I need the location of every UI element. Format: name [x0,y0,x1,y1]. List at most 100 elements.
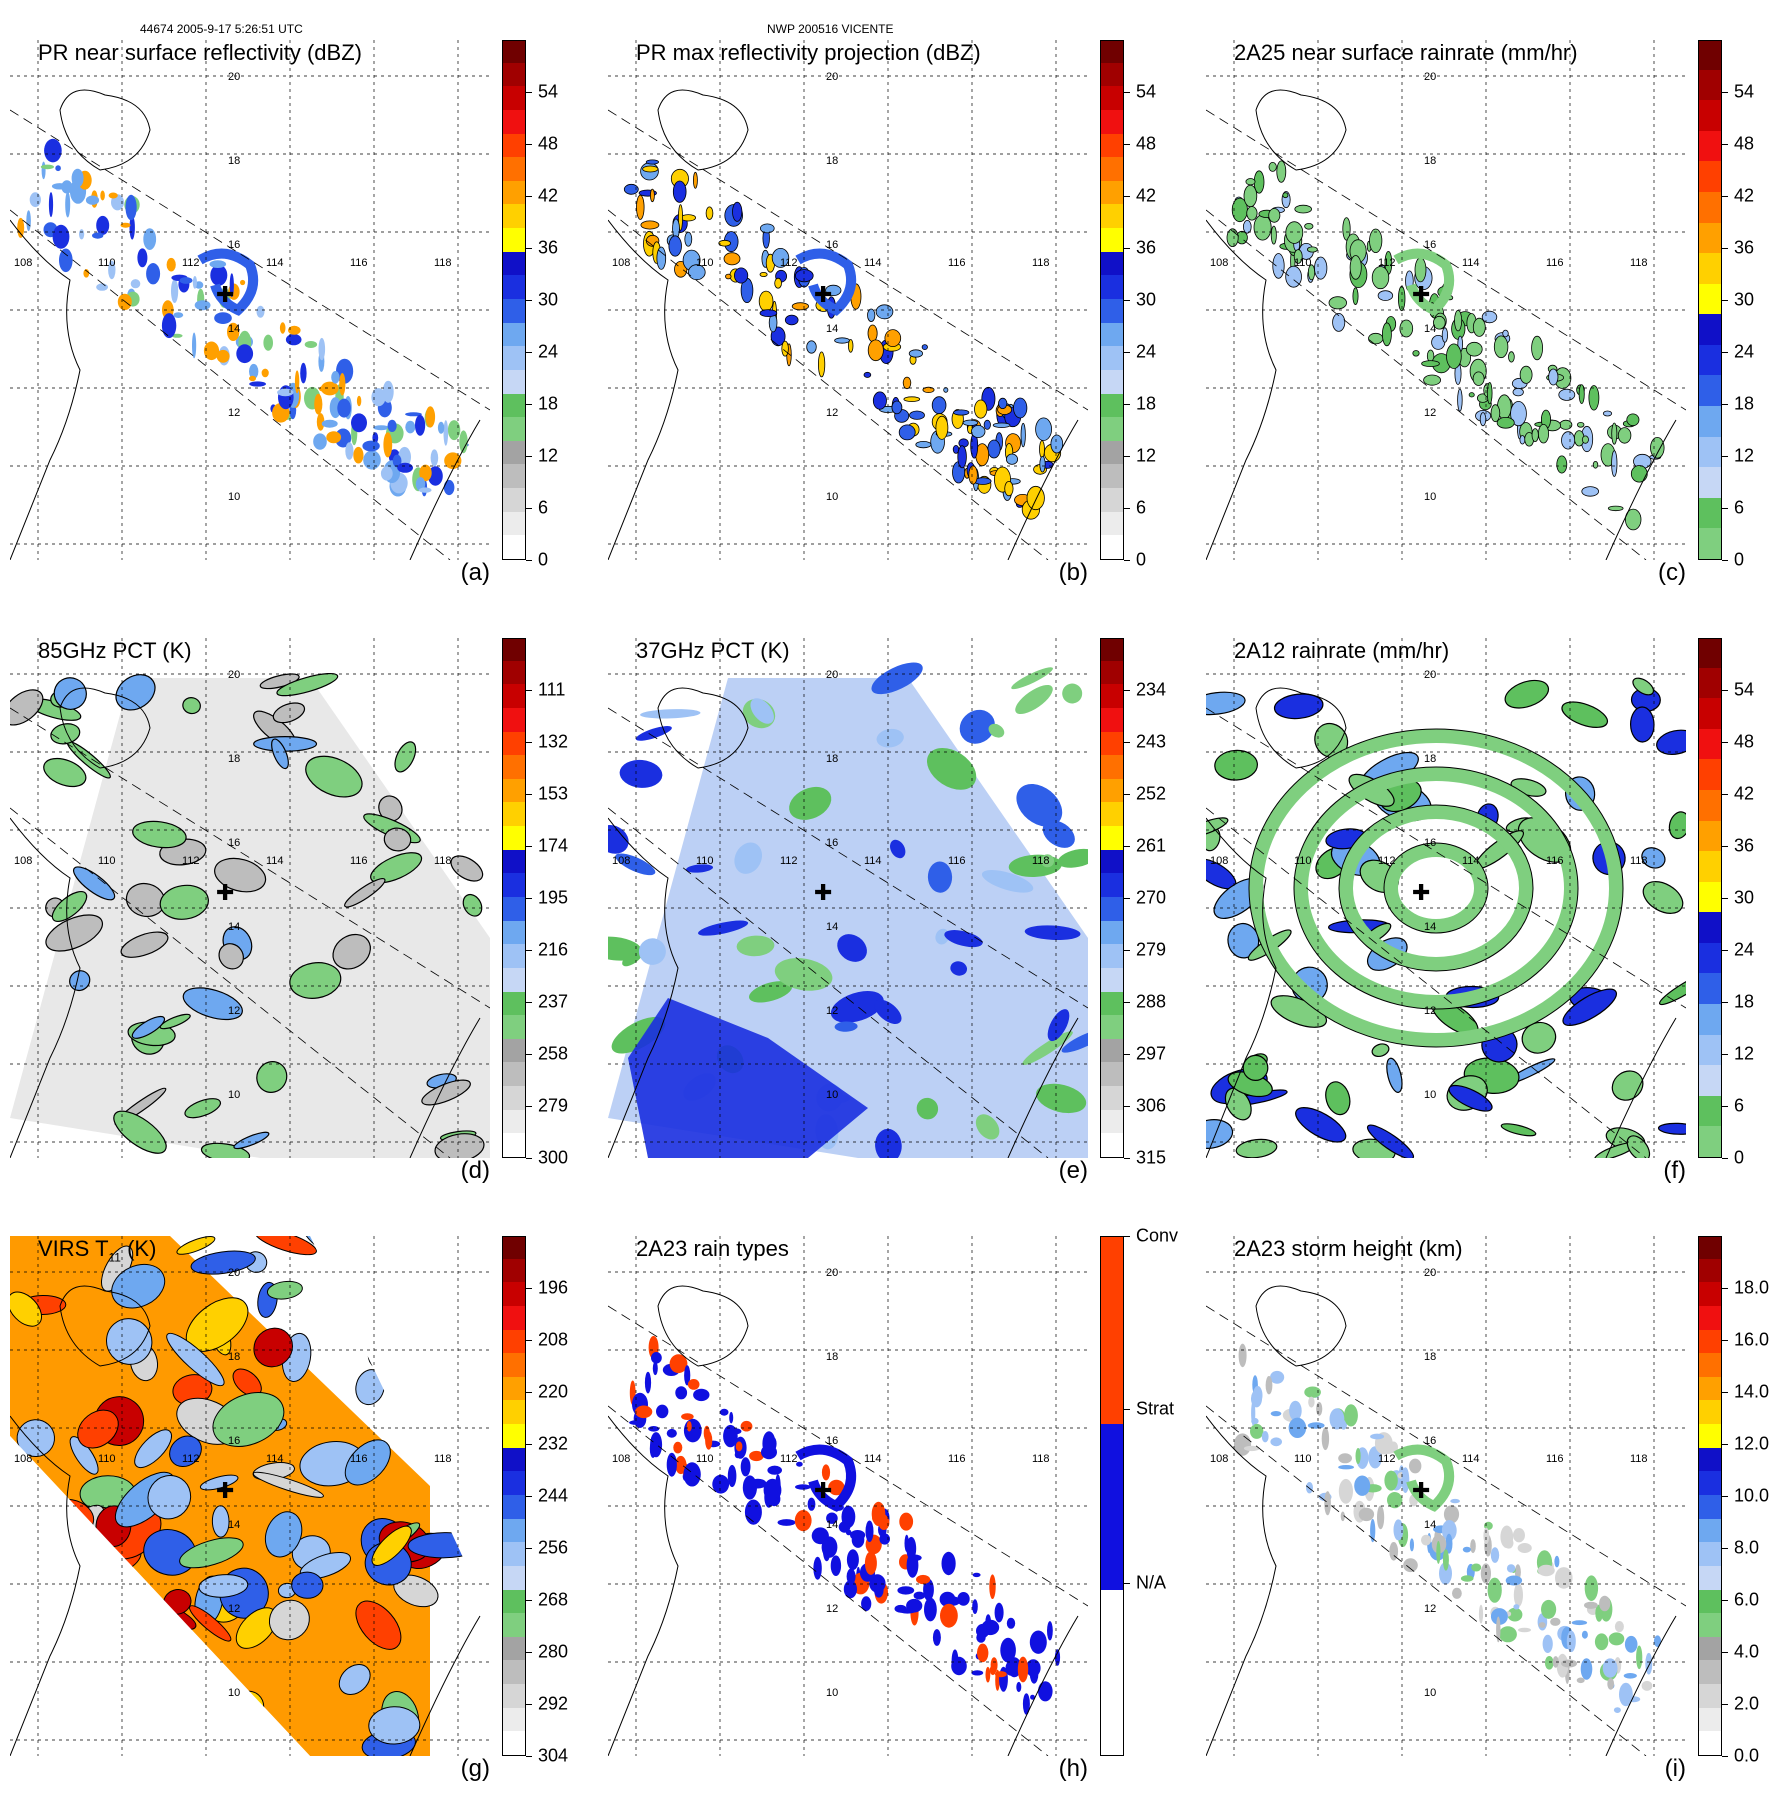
echo-cell [1414,257,1427,283]
echo-cell [430,449,439,467]
panel-title: PR near surface reflectivity (dBZ) [38,40,362,65]
colorbar-tick-mark [1722,560,1728,561]
colorbar-tick-mark [1722,1288,1728,1289]
panel-label: (a) [460,559,490,586]
colorbar-tick-label: 54 [1734,81,1755,102]
cloud-cell [199,1474,239,1491]
rain-cell [132,820,187,849]
echo-cell [998,397,1008,409]
colorbar-segment [503,1494,525,1519]
lat-label: 14 [1424,1519,1436,1531]
echo-cell [425,406,436,428]
rain-cell [233,1131,270,1150]
echo-cell [898,424,916,441]
echo-cell [300,362,307,384]
map-c: ✚ 108 110 112 114 116 118 20 18 16 14 12 10 [1206,40,1686,560]
echo-cell [108,192,118,199]
coastline [608,687,1079,1158]
echo-cell [727,1464,737,1488]
cloud-cell [371,1525,412,1566]
rain-cell [830,991,884,1023]
colorbar-tick-label: 24 [1734,939,1755,960]
storm-center-marker: ✚ [814,283,832,308]
echo-cell [1000,1637,1016,1663]
colorbar-tick-label: 48 [1734,133,1755,154]
lat-label: 20 [228,669,240,681]
echo-cell [288,325,301,335]
colorbar-segment [503,416,525,441]
rain-cell [113,1110,167,1154]
cloud-cell [69,1436,99,1475]
colorbar-segment [1699,1064,1721,1096]
colorbar-segment [503,849,525,874]
echo-cell [1493,335,1509,359]
colorbar-tick-label: 243 [1136,731,1167,752]
rain-cell [344,878,386,908]
echo-cell [1653,1635,1662,1647]
colorbar-tick-mark [526,196,532,197]
echo-cell [1450,1498,1460,1504]
echo-cell [1571,1620,1588,1626]
echo-cell [1531,335,1544,361]
echo-cell [1490,404,1501,423]
colorbar-tick-mark [526,404,532,405]
rain-cell [434,1133,485,1158]
echo-cell [962,419,979,426]
echo-cell [1544,1656,1554,1670]
rain-cell [159,1013,191,1030]
lat-label: 16 [1424,1435,1436,1447]
echo-cell [279,322,286,334]
echo-cell [732,201,743,222]
colorbar-tick-mark [526,300,532,301]
lat-label: 18 [1424,753,1436,765]
echo-cell [1630,465,1648,483]
echo-cell [987,439,1001,459]
echo-cell [397,462,413,473]
rain-cell [1040,854,1055,868]
colorbar-tick-label: 288 [1136,991,1167,1012]
echo-cell [1371,266,1390,290]
echo-cell [321,419,338,428]
echo-cell [313,433,327,450]
rain-cell [1062,683,1083,704]
echo-cell [879,1533,890,1545]
echo-cell [1399,319,1414,338]
colorbar-tick-label: 0 [538,549,549,570]
echo-cell [972,1599,978,1614]
rain-cell [736,935,775,957]
colorbar-tick-mark [1722,950,1728,951]
colorbar-segment [1101,1038,1123,1063]
lon-label: 118 [434,855,452,867]
colorbar-segment [1101,1305,1123,1330]
echo-cell [909,410,925,420]
echo-cell [651,1352,662,1364]
rain-cell [635,726,672,741]
rain-cell [276,672,339,697]
echo-cell [1265,1376,1273,1395]
rain-cell [1656,729,1686,755]
panel-title: 2A23 rain types [636,1236,789,1261]
map-i: ✚ 108 110 112 114 116 118 20 18 16 14 12 10 [1206,1236,1686,1756]
colorbar-tick-mark [1124,846,1130,847]
echo-cell [1508,351,1515,363]
cloud-cell [254,1236,317,1256]
colorbar-tick-mark [1722,1704,1728,1705]
echo-cell [990,1657,998,1673]
echo-cell [320,381,339,396]
colorbar-segment [1699,1258,1721,1283]
lon-label: 118 [434,257,452,269]
echo-cell [1270,1411,1282,1417]
lat-label: 18 [826,753,838,765]
echo-cell [992,422,1011,428]
colorbar-segment [1699,1541,1721,1566]
echo-cell [1559,419,1573,430]
lat-label: 12 [1424,407,1436,419]
echo-cell [1613,1707,1621,1713]
rain-cell [72,866,116,901]
echo-cell [419,464,432,482]
echo-cell [826,1512,838,1524]
colorbar-tick-label: 297 [1136,1043,1167,1064]
colorbar-tick-label: 232 [538,1433,569,1454]
lon-label: 108 [1210,1453,1228,1465]
echo-cell [1581,1630,1588,1639]
